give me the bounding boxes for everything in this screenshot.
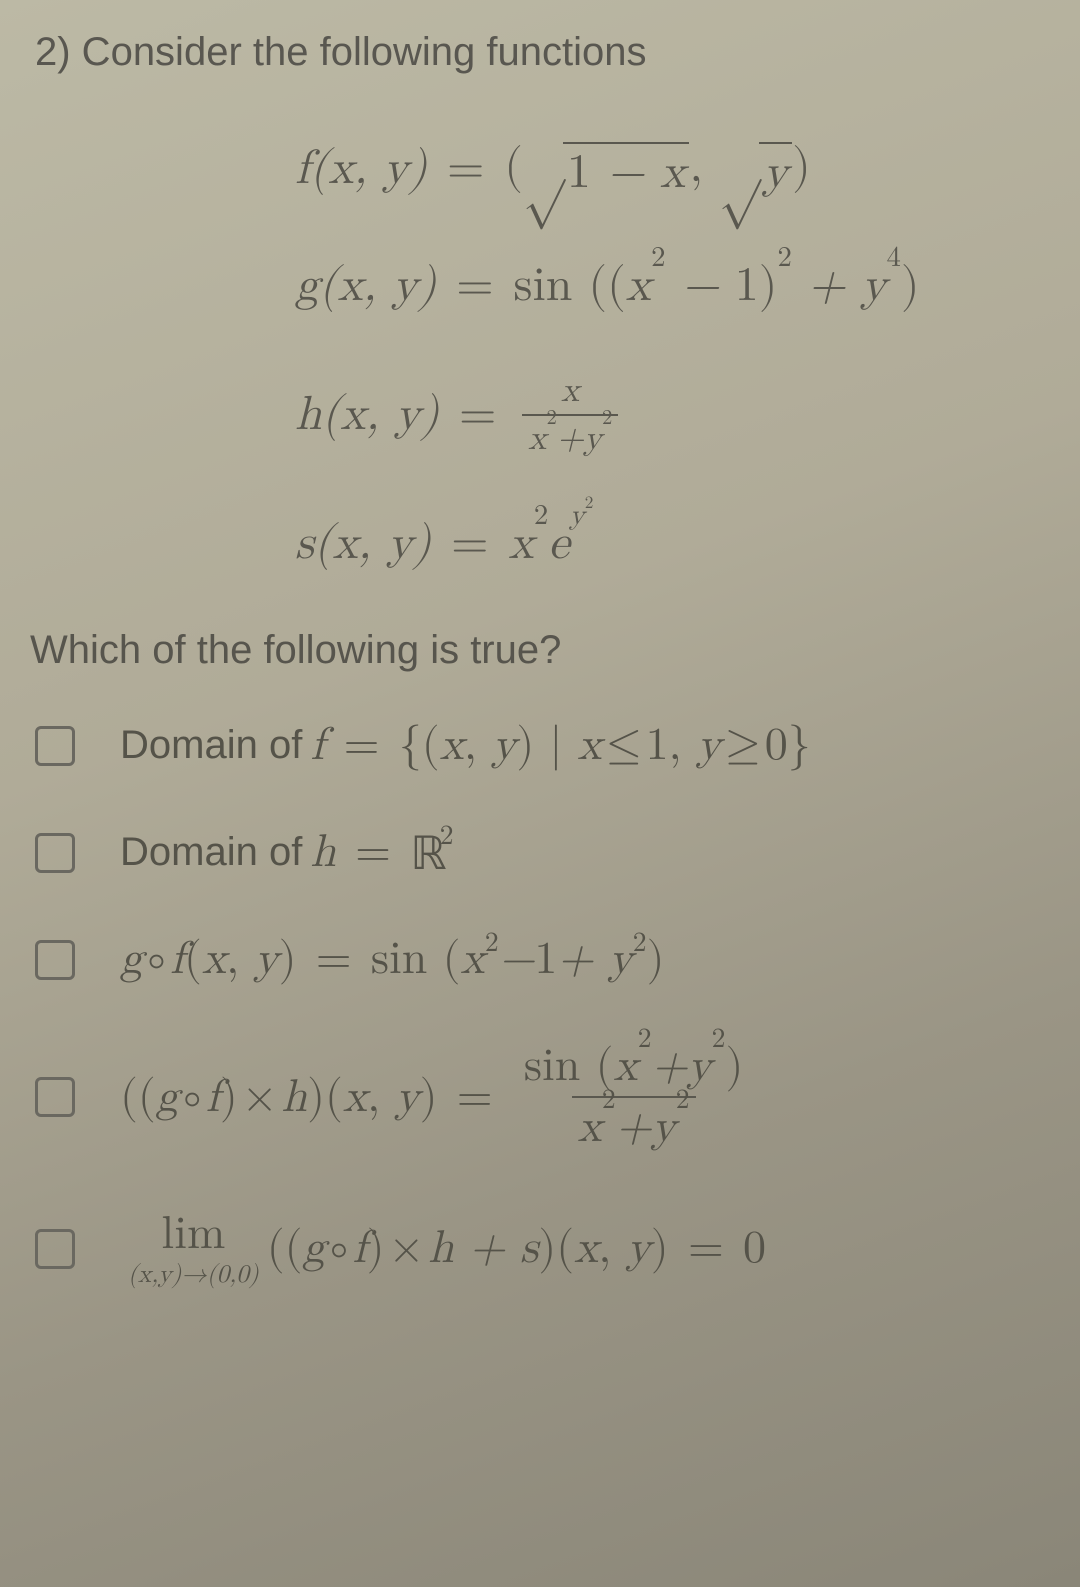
- option-1-prefix: Domain of: [120, 723, 302, 768]
- question-prompt: 2) Consider the following functions: [35, 30, 1050, 75]
- equals-sign: =: [443, 386, 512, 444]
- page: 2) Consider the following functions f(x,…: [0, 0, 1080, 1320]
- equals-sign: =: [431, 140, 500, 198]
- question-which-true: Which of the following is true?: [30, 628, 1050, 673]
- eq-f-lhs: f(x, y): [295, 140, 427, 198]
- checkbox-option-5[interactable]: [35, 1229, 75, 1269]
- option-5-math: lim (x,y)→(0,0) ((g ∘ f) × h + s)(x, y) …: [120, 1207, 766, 1290]
- equation-h: h(x, y) = x x2+y2: [295, 370, 1050, 460]
- option-2-prefix: Domain of: [120, 830, 302, 875]
- option-2: Domain of h = ℝ2: [35, 825, 1050, 880]
- eq-h-lhs: h(x, y): [295, 386, 439, 444]
- checkbox-option-1[interactable]: [35, 726, 75, 766]
- equation-g: g(x, y) = sin ((x2 − 1)2 + y4): [295, 257, 1050, 315]
- eq-s-lhs: s(x, y): [295, 515, 431, 573]
- option-1: Domain of f = {(x, y) | x ≤ 1, y ≥ 0}: [35, 718, 1050, 773]
- checkbox-option-2[interactable]: [35, 833, 75, 873]
- equation-f: f(x, y) = (√1 − x, √y): [295, 135, 1050, 202]
- option-4-math: ((g ∘ f) × h)(x, y) = sin (x2+y2) x2+y2: [120, 1039, 755, 1155]
- eq-f-rhs: (√1 − x, √y): [504, 135, 811, 202]
- checkbox-option-3[interactable]: [35, 940, 75, 980]
- option-4: ((g ∘ f) × h)(x, y) = sin (x2+y2) x2+y2: [35, 1039, 1050, 1155]
- eq-h-rhs: x x2+y2: [516, 370, 624, 460]
- option-3: g ∘ f(x, y) = sin (x2 − 1 + y2): [35, 932, 1050, 987]
- equals-sign: =: [440, 257, 509, 315]
- equals-sign: =: [435, 515, 504, 573]
- option-2-math: h = ℝ2: [310, 825, 453, 880]
- limit-icon: lim (x,y)→(0,0): [128, 1207, 259, 1290]
- equation-s: s(x, y) = x2ey2: [295, 515, 1050, 573]
- option-3-math: g ∘ f(x, y) = sin (x2 − 1 + y2): [120, 932, 665, 987]
- options-list: Domain of f = {(x, y) | x ≤ 1, y ≥ 0} Do…: [35, 718, 1050, 1290]
- option-1-math: f = {(x, y) | x ≤ 1, y ≥ 0}: [310, 718, 810, 773]
- checkbox-option-4[interactable]: [35, 1077, 75, 1117]
- eq-s-rhs: x2ey2: [508, 515, 593, 573]
- eq-g-rhs: sin ((x2 − 1)2 + y4): [514, 257, 920, 315]
- eq-g-lhs: g(x, y): [295, 257, 436, 315]
- option-5: lim (x,y)→(0,0) ((g ∘ f) × h + s)(x, y) …: [35, 1207, 1050, 1290]
- equation-block: f(x, y) = (√1 − x, √y) g(x, y) = sin ((x…: [295, 135, 1050, 573]
